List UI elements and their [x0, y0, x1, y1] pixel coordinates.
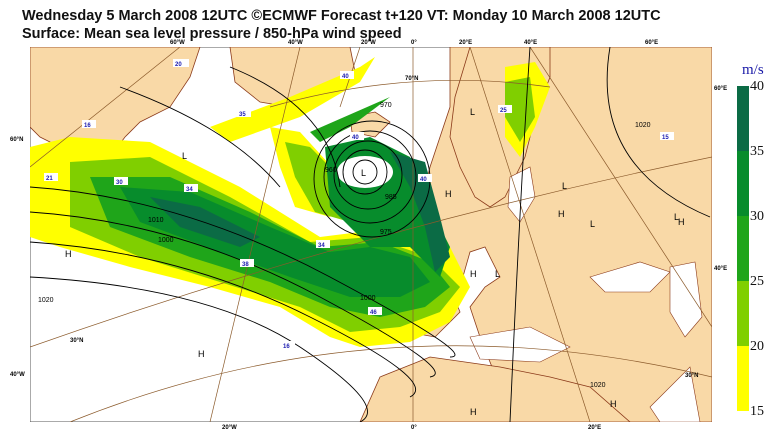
isobar-label: 985: [385, 194, 397, 201]
colorbar-tick: 15: [750, 404, 764, 419]
svg-text:21: 21: [46, 176, 53, 182]
isobar-label: 970: [380, 102, 392, 109]
svg-text:16: 16: [84, 123, 91, 129]
wind-label: 38: [240, 259, 254, 268]
colorbar-tick: 35: [750, 144, 764, 159]
lon-label: 40°W: [288, 40, 303, 46]
lat-label: 30°N: [70, 338, 83, 344]
wind-label: 35: [237, 109, 251, 118]
lon-label: 20°E: [588, 425, 602, 431]
low-centre: L: [495, 269, 500, 279]
high-centre: H: [610, 399, 617, 409]
lat-label: 60°E: [714, 86, 728, 92]
low-centre: L: [562, 181, 567, 191]
svg-text:40: 40: [420, 177, 427, 183]
graticule: [30, 47, 712, 422]
isobar-label: 1020: [38, 297, 54, 304]
isobar-label: 1000: [158, 237, 174, 244]
svg-text:46: 46: [370, 310, 377, 316]
wind-label: 20: [173, 59, 189, 68]
wind-label: 16: [281, 341, 295, 350]
colorbar-tick: 40: [750, 79, 764, 94]
colorbar-segment-30-35: [737, 151, 749, 216]
chart-title: Wednesday 5 March 2008 12UTC ©ECMWF Fore…: [22, 8, 661, 24]
lat-label: 70°N: [405, 76, 418, 82]
svg-text:30: 30: [116, 180, 123, 186]
svg-text:35: 35: [239, 112, 246, 118]
lon-label: 0°: [411, 40, 417, 46]
isobar-label: 1020: [590, 382, 606, 389]
wind-label: 40: [350, 132, 364, 141]
wind-label: 25: [498, 105, 512, 114]
wind-label: 21: [44, 173, 58, 182]
isobar-label: 1020: [635, 122, 651, 129]
lon-label: 20°E: [459, 40, 473, 46]
lon-label: 0°: [411, 425, 417, 431]
low-centre: L: [361, 168, 366, 178]
svg-text:25: 25: [500, 108, 507, 114]
high-centre: H: [65, 249, 72, 259]
svg-text:40: 40: [352, 135, 359, 141]
lat-label: 60°N: [10, 137, 24, 143]
land-africa: [359, 356, 631, 422]
lon-label: 40°E: [524, 40, 538, 46]
colorbar-tick: 20: [750, 339, 764, 354]
colorbar-unit: m/s: [742, 62, 764, 78]
wind-label: 46: [368, 307, 382, 316]
isobar-label: 1010: [148, 217, 164, 224]
colorbar-segment-25-30: [737, 216, 749, 281]
low-centre: L: [590, 219, 595, 229]
high-centre: H: [678, 217, 685, 227]
low-centre: L: [674, 212, 679, 222]
lon-label: 20°W: [222, 425, 237, 431]
wind-speed-labels: 20 16 21 30 34 35 40 40 34 38 46 16 25 1…: [44, 59, 674, 350]
lat-label: 40°W: [10, 372, 25, 378]
lon-label: 20°W: [361, 40, 376, 46]
wind-speed-shading: [30, 57, 550, 347]
svg-text:40: 40: [342, 74, 349, 80]
svg-text:38: 38: [242, 262, 249, 268]
inner-lat-labels: 70°N 30°N 30°N: [70, 76, 698, 379]
lat-label: 40°E: [714, 266, 728, 272]
lat-label: 30°N: [685, 373, 698, 379]
lon-label: 60°W: [170, 40, 185, 46]
svg-text:34: 34: [186, 187, 193, 193]
wind-label: 30: [114, 177, 128, 186]
colorbar-tick: 25: [750, 274, 764, 289]
svg-text:16: 16: [283, 344, 290, 350]
colorbar-segment-20-25: [737, 281, 749, 346]
wind-label: 15: [660, 132, 674, 141]
map-canvas: 20 16 21 30 34 35 40 40 34 38 46 16 25 1…: [30, 47, 712, 422]
isobar-label: 960: [325, 167, 337, 174]
colorbar-segment-15-20: [737, 346, 749, 411]
svg-text:20: 20: [175, 62, 182, 68]
inland-seas: [469, 166, 703, 422]
wind-label: 40: [340, 71, 354, 80]
isobar-label: 975: [380, 229, 392, 236]
chart-subtitle: Surface: Mean sea level pressure / 850-h…: [22, 26, 402, 42]
high-centre: H: [470, 269, 477, 279]
wind-label: 16: [82, 120, 96, 129]
wind-label: 40: [418, 174, 432, 183]
isobar-label: 1000: [360, 295, 376, 302]
high-centre: H: [558, 209, 565, 219]
pressure-centres: L L L H H L H L H H H L H H L: [65, 107, 685, 417]
land-masses: [30, 47, 712, 422]
wind-label: 34: [184, 184, 198, 193]
colorbar-segment-35-40: [737, 86, 749, 151]
low-centre: L: [182, 151, 187, 161]
high-centre: H: [470, 407, 477, 417]
high-centre: H: [445, 189, 452, 199]
colorbar-tick: 30: [750, 209, 764, 224]
high-centre: H: [198, 349, 205, 359]
pressure-labels: 960 970 1000 1010 1020 985 975 1000 1020…: [38, 102, 651, 389]
svg-text:34: 34: [318, 243, 325, 249]
svg-text:15: 15: [662, 135, 669, 141]
lon-label: 60°E: [645, 40, 659, 46]
wind-label: 34: [316, 240, 330, 249]
low-centre: L: [470, 107, 475, 117]
isobars: [30, 47, 711, 422]
